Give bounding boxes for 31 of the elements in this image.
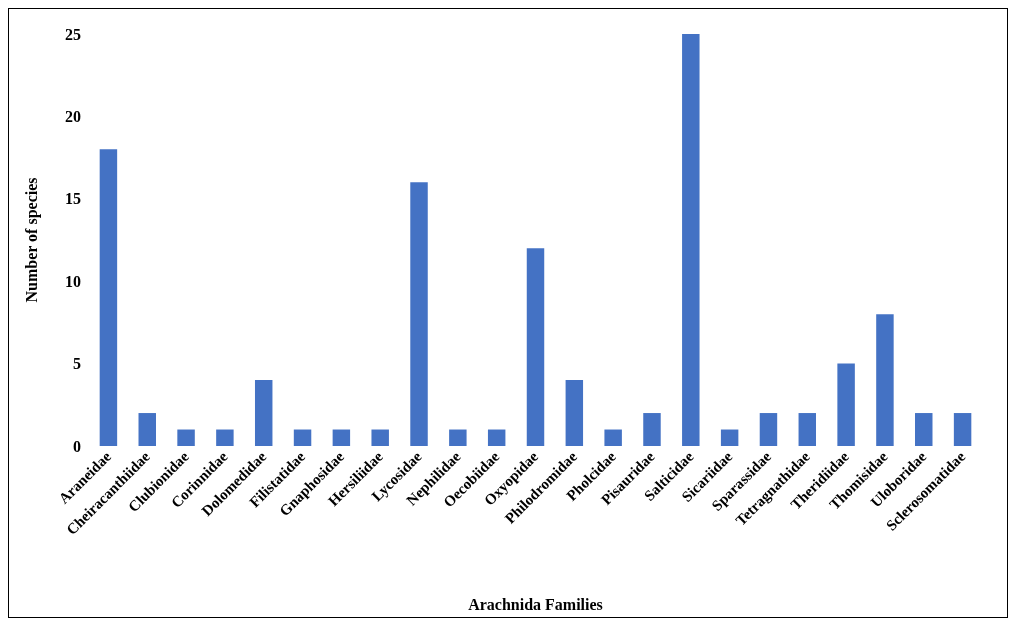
bar (216, 429, 234, 446)
bar (487, 429, 506, 446)
bar (798, 413, 817, 446)
bar (953, 413, 972, 446)
y-tick-label: 15 (65, 190, 81, 208)
bar (99, 149, 118, 446)
x-axis-title: Arachnida Families (468, 595, 603, 613)
bar (526, 248, 545, 446)
y-tick-label: 25 (65, 25, 81, 43)
bar (293, 429, 312, 446)
y-axis-title: Number of species (22, 177, 41, 303)
bar (449, 429, 467, 446)
bar (254, 380, 273, 446)
bar (682, 34, 700, 446)
bar (915, 413, 933, 446)
bar (410, 182, 428, 446)
y-tick-label: 5 (73, 355, 81, 373)
bar (138, 413, 156, 446)
y-tick-label: 0 (73, 437, 81, 455)
bar (371, 429, 389, 446)
bar (565, 380, 584, 446)
bar (643, 413, 661, 446)
y-tick-label: 20 (65, 107, 81, 125)
bar (759, 413, 778, 446)
bar (876, 314, 894, 446)
bar (837, 363, 855, 446)
bar (177, 429, 195, 446)
bar (332, 429, 351, 446)
bar (720, 429, 739, 446)
bar (604, 429, 622, 446)
y-tick-label: 10 (65, 272, 81, 290)
